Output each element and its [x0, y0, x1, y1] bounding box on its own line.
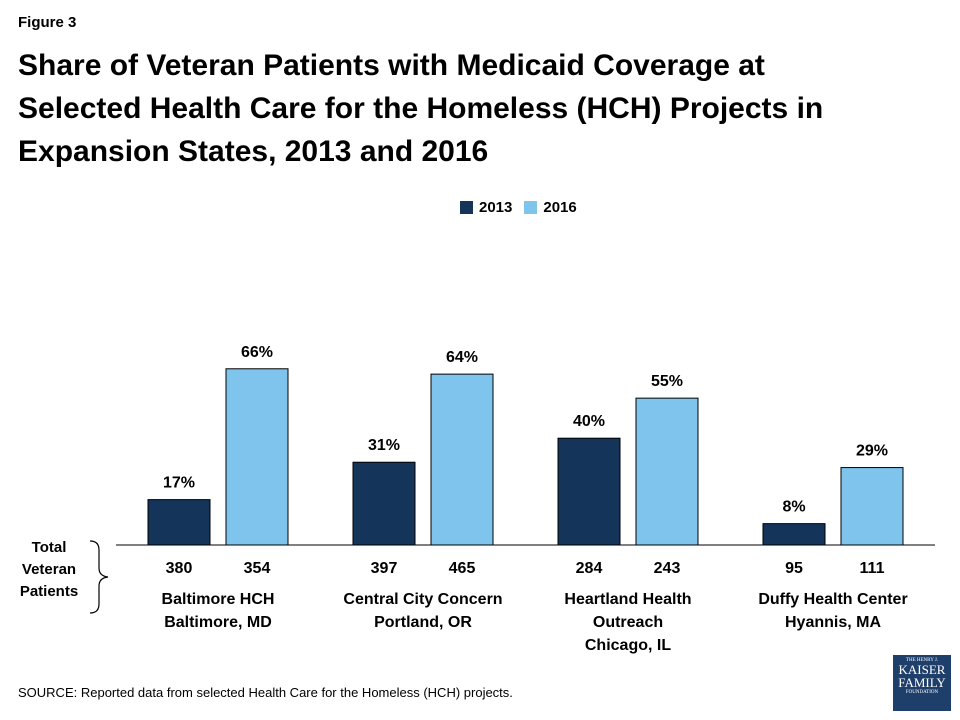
- bar-2016-1: [430, 373, 494, 546]
- category-label-1-line-0: Central City Concern: [343, 591, 503, 608]
- chart-legend: 2013 2016: [460, 199, 589, 216]
- bar-2016-2: [635, 397, 699, 546]
- legend-label-2016: 2016: [543, 199, 577, 216]
- data-label-2013-3: 8%: [782, 499, 805, 516]
- chart-title-line-2: Selected Health Care for the Homeless (H…: [18, 92, 824, 125]
- legend-label-2013: 2013: [479, 199, 513, 216]
- total-veteran-patients-label: Total Veteran Patients: [18, 537, 80, 603]
- bar-2016-0: [225, 368, 289, 546]
- chart-title-line-3: Expansion States, 2013 and 2016: [18, 135, 489, 168]
- chart-title: Share of Veteran Patients with Medicaid …: [18, 44, 918, 173]
- total-value-2016-0: 354: [244, 560, 271, 577]
- data-label-2016-0: 66%: [241, 344, 273, 361]
- total-label-line-2: Veteran: [21, 561, 77, 578]
- total-value-2013-0: 380: [166, 560, 193, 577]
- category-label-3: Duffy Health Center Hyannis, MA: [733, 588, 933, 634]
- category-label-0-line-1: Baltimore, MD: [164, 614, 272, 631]
- total-value-2016-3: 111: [860, 560, 885, 577]
- category-label-2-line-0: Heartland Health: [564, 591, 692, 608]
- data-label-2013-1: 31%: [368, 437, 400, 454]
- data-label-2016-3: 29%: [856, 443, 888, 460]
- data-label-2016-2: 55%: [651, 373, 683, 390]
- category-label-1-line-1: Portland, OR: [374, 614, 472, 631]
- bar-2013-2: [557, 437, 621, 546]
- legend-item-2013: 2013: [460, 199, 512, 216]
- total-value-2013-2: 284: [576, 560, 603, 577]
- category-label-1: Central City Concern Portland, OR: [323, 588, 523, 634]
- figure-label: Figure 3: [18, 14, 77, 31]
- category-label-2-line-2: Chicago, IL: [584, 637, 672, 654]
- data-label-2016-1: 64%: [446, 349, 478, 366]
- chart-title-line-1: Share of Veteran Patients with Medicaid …: [18, 49, 765, 82]
- legend-item-2016: 2016: [524, 199, 577, 216]
- total-value-2013-1: 397: [371, 560, 398, 577]
- total-label-line-1: Total: [31, 539, 67, 556]
- bar-2013-1: [352, 461, 416, 546]
- category-label-2-line-1: Outreach: [592, 614, 664, 631]
- total-value-2016-2: 243: [654, 560, 681, 577]
- category-label-3-line-1: Hyannis, MA: [784, 614, 881, 631]
- source-note: SOURCE: Reported data from selected Heal…: [18, 685, 513, 700]
- category-label-0: Baltimore HCH Baltimore, MD: [118, 588, 318, 634]
- kff-logo: THE HENRY J. KAISER FAMILY FOUNDATION: [893, 655, 951, 711]
- category-label-0-line-0: Baltimore HCH: [161, 591, 275, 608]
- bar-2013-0: [147, 499, 211, 546]
- category-label-2: Heartland Health Outreach Chicago, IL: [528, 588, 728, 657]
- logo-line-4: FOUNDATION: [905, 690, 939, 695]
- logo-line-2: KAISER: [898, 662, 946, 677]
- data-label-2013-0: 17%: [163, 475, 195, 492]
- brace-icon: [89, 540, 109, 614]
- total-value-2016-1: 465: [449, 560, 476, 577]
- bar-2013-3: [762, 523, 826, 546]
- total-label-line-3: Patients: [19, 583, 79, 600]
- total-value-2013-3: 95: [785, 560, 803, 577]
- data-label-2013-2: 40%: [573, 413, 605, 430]
- category-label-3-line-0: Duffy Health Center: [758, 591, 908, 608]
- bar-2016-3: [840, 467, 904, 546]
- legend-swatch-2013: [460, 201, 473, 214]
- legend-swatch-2016: [524, 201, 538, 214]
- logo-line-1: THE HENRY J.: [905, 658, 939, 663]
- logo-line-3: FAMILY: [898, 675, 946, 690]
